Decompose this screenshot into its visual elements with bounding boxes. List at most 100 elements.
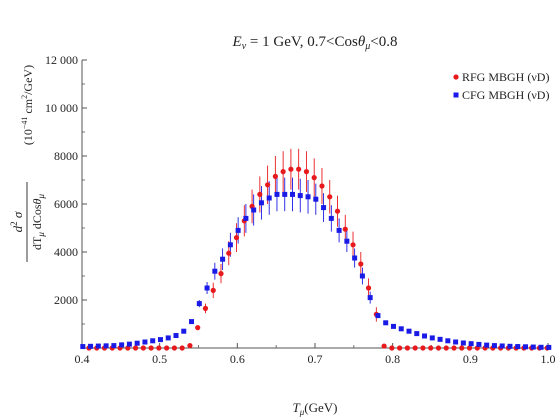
data-point-rfg: [412, 345, 418, 351]
y-axis-label: d2 σ dTμ dCosθμ (10−41 cm2/GeV): [9, 65, 46, 262]
data-point-cfg: [321, 205, 327, 211]
data-point-cfg: [422, 333, 428, 339]
data-point-cfg: [367, 295, 373, 301]
data-point-cfg: [196, 301, 202, 307]
data-point-cfg: [375, 313, 381, 319]
data-point-rfg: [272, 173, 278, 179]
data-point-cfg: [235, 227, 241, 233]
data-point-cfg: [258, 200, 264, 206]
data-point-cfg: [189, 319, 195, 325]
x-axis-label: Tμ(GeV): [293, 400, 338, 417]
data-point-cfg: [150, 338, 156, 344]
data-point-cfg: [227, 242, 233, 248]
data-point-rfg: [311, 175, 317, 181]
data-point-cfg: [290, 191, 295, 197]
data-point-rfg: [365, 285, 372, 291]
x-tick-label: 0.7: [308, 352, 323, 366]
data-point-rfg: [334, 208, 341, 214]
legend-marker-rfg: [453, 74, 459, 80]
data-point-rfg: [327, 194, 333, 200]
legend: RFG MBGH (νD) CFG MBGH (νD): [453, 70, 549, 102]
data-point-rfg: [350, 242, 356, 248]
data-point-cfg: [429, 335, 435, 341]
data-point-cfg: [111, 343, 117, 349]
y-tick-label: 2000: [54, 293, 78, 307]
data-point-cfg: [383, 320, 389, 326]
svg-text:d2 σ: d2 σ: [9, 211, 25, 232]
data-point-cfg: [437, 336, 443, 342]
data-point-cfg: [126, 341, 132, 347]
data-point-cfg: [352, 255, 358, 261]
data-point-rfg: [179, 345, 185, 351]
data-point-cfg: [398, 326, 404, 332]
data-point-cfg: [251, 207, 257, 213]
data-point-cfg: [336, 227, 342, 233]
data-point-cfg: [476, 341, 482, 347]
data-point-rfg: [156, 345, 162, 351]
data-point-rfg: [397, 345, 403, 351]
data-point-cfg: [414, 331, 420, 337]
data-point-rfg: [303, 169, 310, 175]
data-point-cfg: [507, 343, 513, 349]
y-tick-label: 8000: [54, 149, 78, 163]
data-point-cfg: [95, 343, 101, 349]
error-bars: [197, 148, 377, 330]
data-point-rfg: [342, 226, 348, 232]
data-point-cfg: [274, 191, 280, 197]
data-point-rfg: [280, 169, 286, 175]
data-point-cfg: [445, 338, 451, 344]
y-tick-label: 4000: [54, 245, 78, 259]
data-point-cfg: [220, 256, 226, 262]
data-point-cfg: [305, 194, 311, 200]
data-point-rfg: [404, 345, 410, 351]
y-tick-label: 12 000: [45, 53, 78, 67]
data-point-cfg: [484, 342, 490, 348]
data-point-cfg: [453, 339, 459, 345]
data-point-cfg: [546, 344, 552, 350]
data-point-rfg: [428, 345, 434, 351]
data-point-cfg: [499, 343, 505, 349]
data-point-rfg: [265, 182, 271, 188]
data-points: [80, 166, 552, 351]
data-point-rfg: [288, 166, 294, 172]
legend-label-cfg: CFG MBGH (νD): [462, 88, 549, 102]
data-point-cfg: [406, 328, 412, 334]
data-point-cfg: [157, 337, 163, 343]
data-point-rfg: [435, 345, 442, 351]
data-point-cfg: [266, 195, 272, 201]
data-point-cfg: [523, 344, 528, 350]
data-point-rfg: [420, 345, 426, 351]
data-point-rfg: [202, 305, 209, 311]
data-point-cfg: [173, 333, 179, 339]
data-point-cfg: [491, 343, 497, 349]
data-point-cfg: [165, 335, 171, 341]
data-point-cfg: [134, 340, 140, 346]
data-point-rfg: [296, 166, 302, 172]
data-point-cfg: [359, 273, 365, 279]
data-point-cfg: [282, 191, 288, 197]
data-point-rfg: [140, 345, 146, 351]
data-point-cfg: [390, 323, 396, 329]
data-point-rfg: [210, 287, 216, 293]
x-tick-label: 0.5: [152, 352, 167, 366]
data-point-rfg: [381, 343, 387, 349]
data-point-rfg: [171, 345, 177, 351]
data-point-cfg: [80, 344, 86, 350]
data-point-cfg: [119, 342, 125, 348]
data-point-rfg: [132, 345, 139, 351]
data-point-cfg: [313, 196, 319, 202]
axis-ticks: 0.4 0.5 0.6 0.7 0.8 0.9 1.0 2000 4000 6000 8000 10 …: [45, 53, 556, 366]
data-point-rfg: [148, 345, 154, 351]
data-point-cfg: [344, 238, 350, 244]
x-tick-label: 1.0: [541, 352, 556, 366]
data-point-cfg: [530, 344, 536, 350]
data-point-rfg: [443, 345, 449, 351]
svg-text:(10−41 cm2/GeV): (10−41 cm2/GeV): [20, 65, 35, 145]
data-point-cfg: [460, 340, 466, 346]
data-point-rfg: [164, 345, 170, 351]
data-point-cfg: [515, 344, 521, 350]
data-point-rfg: [226, 250, 232, 256]
data-point-cfg: [212, 268, 218, 274]
data-point-cfg: [538, 344, 544, 350]
